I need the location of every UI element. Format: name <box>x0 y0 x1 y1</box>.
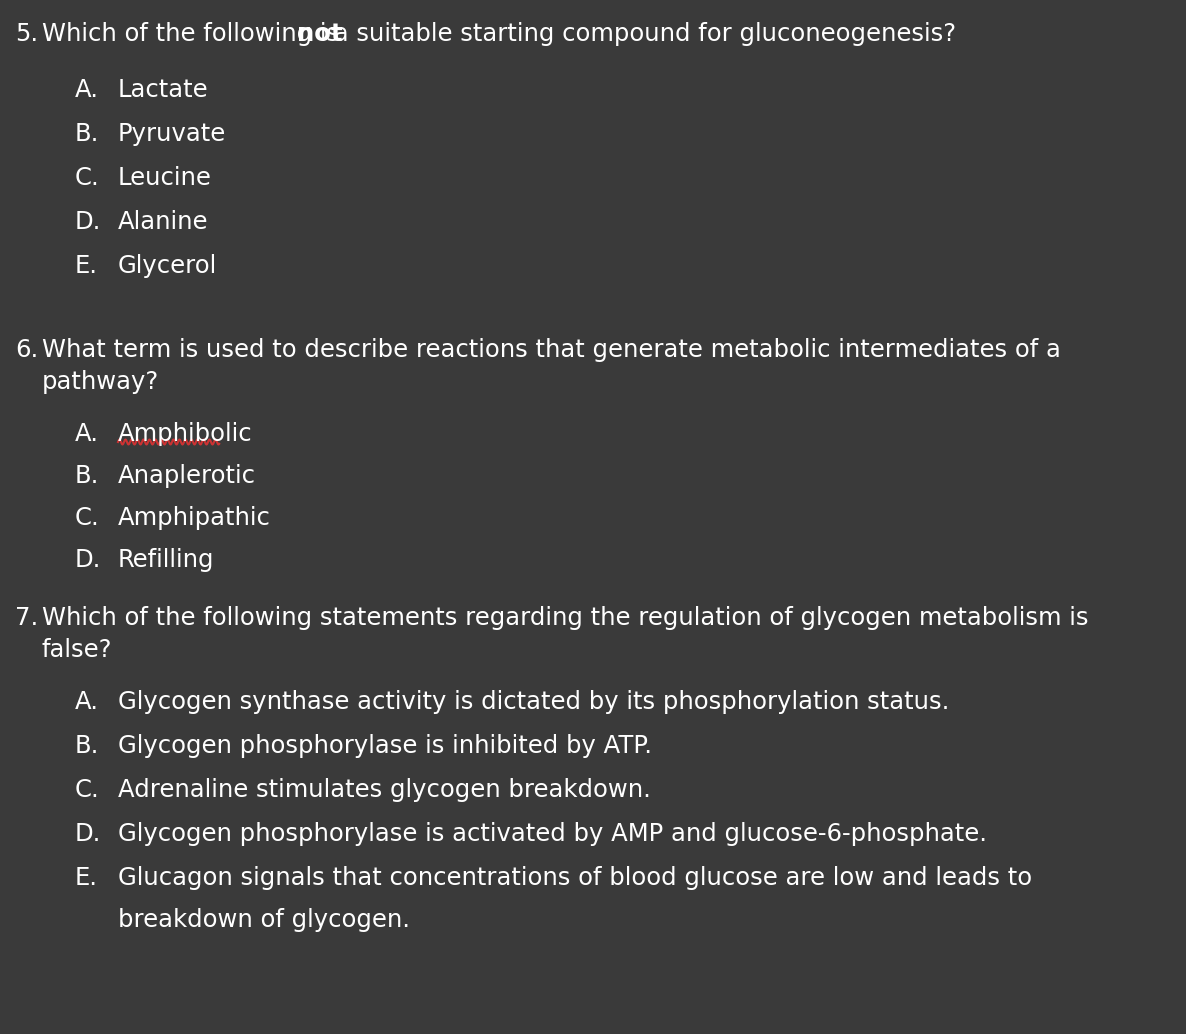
Text: pathway?: pathway? <box>42 370 159 394</box>
Text: D.: D. <box>75 548 101 572</box>
Text: A.: A. <box>75 422 98 446</box>
Text: Leucine: Leucine <box>117 166 212 190</box>
Text: not: not <box>296 22 343 45</box>
Text: Glycerol: Glycerol <box>117 254 217 278</box>
Text: Amphibolic: Amphibolic <box>117 422 253 446</box>
Text: B.: B. <box>75 122 100 146</box>
Text: Pyruvate: Pyruvate <box>117 122 227 146</box>
Text: 6.: 6. <box>15 338 38 362</box>
Text: B.: B. <box>75 464 100 488</box>
Text: false?: false? <box>42 638 113 662</box>
Text: Refilling: Refilling <box>117 548 215 572</box>
Text: Lactate: Lactate <box>117 78 209 102</box>
Text: a suitable starting compound for gluconeogenesis?: a suitable starting compound for glucone… <box>326 22 956 45</box>
Text: C.: C. <box>75 778 100 802</box>
Text: D.: D. <box>75 210 101 234</box>
Text: Which of the following statements regarding the regulation of glycogen metabolis: Which of the following statements regard… <box>42 606 1089 630</box>
Text: C.: C. <box>75 506 100 530</box>
Text: Which of the following is: Which of the following is <box>42 22 346 45</box>
Text: 7.: 7. <box>15 606 38 630</box>
Text: 5.: 5. <box>15 22 38 45</box>
Text: Glycogen phosphorylase is inhibited by ATP.: Glycogen phosphorylase is inhibited by A… <box>117 734 652 758</box>
Text: Glycogen synthase activity is dictated by its phosphorylation status.: Glycogen synthase activity is dictated b… <box>117 690 949 714</box>
Text: Glycogen phosphorylase is activated by AMP and glucose-6-phosphate.: Glycogen phosphorylase is activated by A… <box>117 822 987 846</box>
Text: Alanine: Alanine <box>117 210 209 234</box>
Text: Glucagon signals that concentrations of blood glucose are low and leads to: Glucagon signals that concentrations of … <box>117 866 1032 890</box>
Text: E.: E. <box>75 254 98 278</box>
Text: breakdown of glycogen.: breakdown of glycogen. <box>117 908 410 932</box>
Text: D.: D. <box>75 822 101 846</box>
Text: What term is used to describe reactions that generate metabolic intermediates of: What term is used to describe reactions … <box>42 338 1060 362</box>
Text: C.: C. <box>75 166 100 190</box>
Text: A.: A. <box>75 690 98 714</box>
Text: A.: A. <box>75 78 98 102</box>
Text: Amphipathic: Amphipathic <box>117 506 270 530</box>
Text: Adrenaline stimulates glycogen breakdown.: Adrenaline stimulates glycogen breakdown… <box>117 778 651 802</box>
Text: B.: B. <box>75 734 100 758</box>
Text: E.: E. <box>75 866 98 890</box>
Text: Anaplerotic: Anaplerotic <box>117 464 256 488</box>
